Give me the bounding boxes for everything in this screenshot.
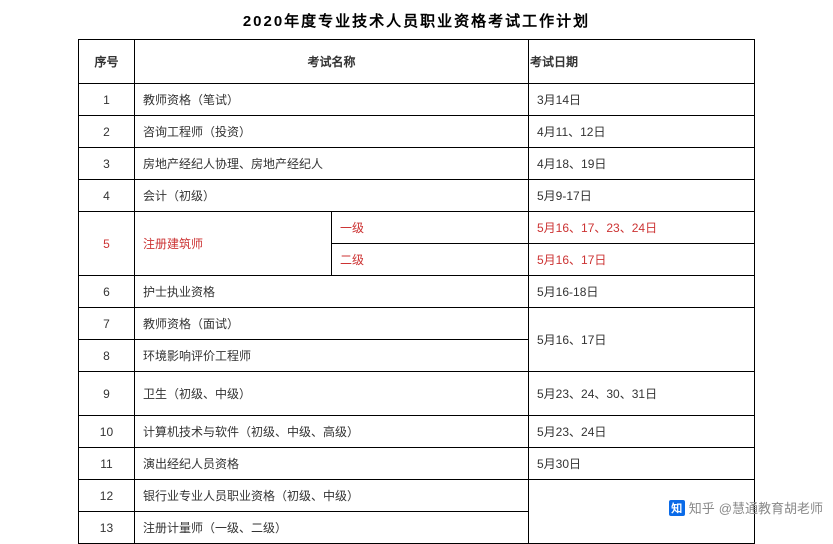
cell-num: 10 bbox=[78, 416, 134, 448]
cell-name: 护士执业资格 bbox=[134, 276, 528, 308]
cell-num: 1 bbox=[78, 84, 134, 116]
cell-date: 5月23、24、30、31日 bbox=[529, 372, 755, 416]
table-header-row: 序号 考试名称 考试日期 bbox=[78, 40, 754, 84]
header-date: 考试日期 bbox=[529, 40, 755, 84]
table-row: 11 演出经纪人员资格 5月30日 bbox=[78, 448, 754, 480]
cell-date: 5月16-18日 bbox=[529, 276, 755, 308]
cell-date: 5月16、17日 bbox=[529, 244, 755, 276]
table-row: 6 护士执业资格 5月16-18日 bbox=[78, 276, 754, 308]
cell-num: 2 bbox=[78, 116, 134, 148]
cell-date: 4月11、12日 bbox=[529, 116, 755, 148]
cell-num: 5 bbox=[78, 212, 134, 276]
cell-num: 12 bbox=[78, 480, 134, 512]
cell-date: 5月23、24日 bbox=[529, 416, 755, 448]
table-row: 7 教师资格（面试） 5月16、17日 bbox=[78, 308, 754, 340]
cell-num: 8 bbox=[78, 340, 134, 372]
cell-name: 注册建筑师 bbox=[134, 212, 331, 276]
cell-sublevel: 一级 bbox=[331, 212, 528, 244]
table-row: 4 会计（初级） 5月9-17日 bbox=[78, 180, 754, 212]
cell-name: 咨询工程师（投资） bbox=[134, 116, 528, 148]
cell-date: 5月9-17日 bbox=[529, 180, 755, 212]
cell-num: 13 bbox=[78, 512, 134, 544]
cell-name: 银行业专业人员职业资格（初级、中级） bbox=[134, 480, 528, 512]
cell-name: 演出经纪人员资格 bbox=[134, 448, 528, 480]
watermark-prefix: 知乎 bbox=[689, 498, 715, 517]
table-row: 1 教师资格（笔试） 3月14日 bbox=[78, 84, 754, 116]
zhihu-logo-icon: 知 bbox=[669, 500, 685, 516]
cell-date: 5月16、17日 bbox=[529, 308, 755, 372]
cell-name: 教师资格（笔试） bbox=[134, 84, 528, 116]
cell-name: 计算机技术与软件（初级、中级、高级） bbox=[134, 416, 528, 448]
page-title: 2020年度专业技术人员职业资格考试工作计划 bbox=[0, 0, 833, 39]
cell-num: 7 bbox=[78, 308, 134, 340]
cell-num: 11 bbox=[78, 448, 134, 480]
cell-name: 房地产经纪人协理、房地产经纪人 bbox=[134, 148, 528, 180]
cell-date: 5月16、17、23、24日 bbox=[529, 212, 755, 244]
cell-name: 卫生（初级、中级） bbox=[134, 372, 528, 416]
cell-name: 环境影响评价工程师 bbox=[134, 340, 528, 372]
cell-name: 注册计量师（一级、二级） bbox=[134, 512, 528, 544]
cell-num: 4 bbox=[78, 180, 134, 212]
table-row: 12 银行业专业人员职业资格（初级、中级） bbox=[78, 480, 754, 512]
cell-date: 3月14日 bbox=[529, 84, 755, 116]
cell-sublevel: 二级 bbox=[331, 244, 528, 276]
table-row: 3 房地产经纪人协理、房地产经纪人 4月18、19日 bbox=[78, 148, 754, 180]
cell-date: 5月30日 bbox=[529, 448, 755, 480]
cell-num: 6 bbox=[78, 276, 134, 308]
watermark: 知 知乎 @慧通教育胡老师 bbox=[669, 498, 823, 517]
cell-name: 会计（初级） bbox=[134, 180, 528, 212]
table-row: 5 注册建筑师 一级 5月16、17、23、24日 bbox=[78, 212, 754, 244]
watermark-text: @慧通教育胡老师 bbox=[719, 498, 823, 517]
cell-num: 9 bbox=[78, 372, 134, 416]
table-row: 2 咨询工程师（投资） 4月11、12日 bbox=[78, 116, 754, 148]
header-num: 序号 bbox=[78, 40, 134, 84]
cell-name: 教师资格（面试） bbox=[134, 308, 528, 340]
cell-date: 4月18、19日 bbox=[529, 148, 755, 180]
schedule-table: 序号 考试名称 考试日期 1 教师资格（笔试） 3月14日 2 咨询工程师（投资… bbox=[78, 39, 755, 544]
table-row: 9 卫生（初级、中级） 5月23、24、30、31日 bbox=[78, 372, 754, 416]
header-name: 考试名称 bbox=[134, 40, 528, 84]
table-row: 10 计算机技术与软件（初级、中级、高级） 5月23、24日 bbox=[78, 416, 754, 448]
cell-num: 3 bbox=[78, 148, 134, 180]
